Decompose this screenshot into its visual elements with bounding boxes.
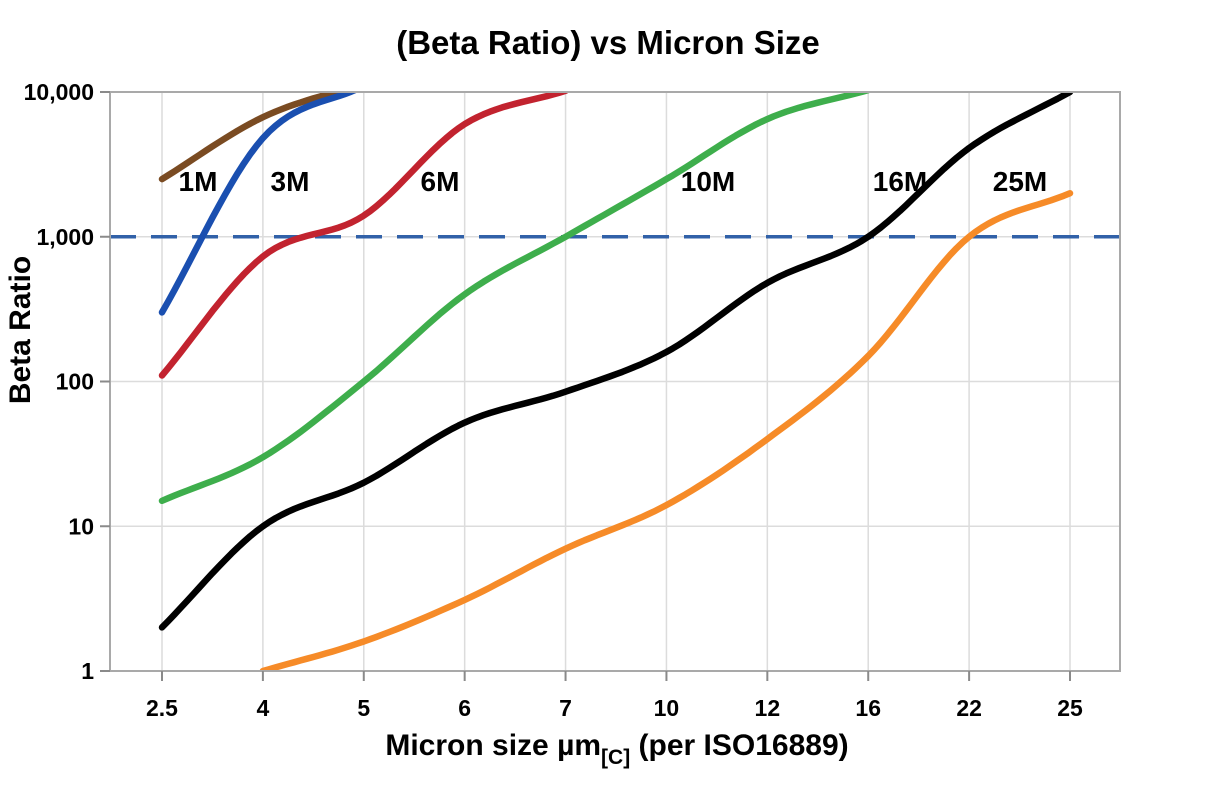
chart-title: (Beta Ratio) vs Micron Size — [396, 24, 820, 61]
x-tick-label-2.5: 2.5 — [146, 695, 178, 721]
gridlines — [110, 92, 1120, 671]
x-axis-title-suffix: (per ISO16889) — [630, 729, 848, 762]
series-line-10M — [158, 92, 871, 505]
series-label-25M: 25M — [993, 166, 1047, 197]
series-line-25M — [259, 189, 1074, 671]
y-axis-title: Beta Ratio — [4, 256, 37, 404]
series-labels: 1M 3M 6M 10M 16M 25M — [179, 166, 1048, 197]
x-tick-label-7: 7 — [559, 695, 572, 721]
series-curves — [158, 92, 1074, 671]
series-label-6M: 6M — [421, 166, 460, 197]
series-line-1M — [158, 92, 347, 183]
y-tick-label-10,000: 10,000 — [24, 79, 94, 105]
x-tick-label-16: 16 — [855, 695, 881, 721]
series-line-6M — [158, 92, 569, 379]
x-tick-label-12: 12 — [755, 695, 781, 721]
x-tick-label-10: 10 — [654, 695, 680, 721]
x-tick-label-5: 5 — [357, 695, 370, 721]
x-tick-label-22: 22 — [956, 695, 982, 721]
tick-labels: 2.5 4 5 6 7 10 12 16 22 25 1 10 100 1,000 10,000 — [24, 79, 1083, 721]
y-tick-label-1,000: 1,000 — [36, 224, 94, 250]
series-label-1M: 1M — [179, 166, 218, 197]
x-tick-label-6: 6 — [458, 695, 471, 721]
tick-marks — [100, 91, 1071, 681]
series-line-3M — [158, 92, 359, 316]
y-tick-label-100: 100 — [56, 369, 94, 395]
series-line-16M — [158, 92, 1074, 631]
series-label-16M: 16M — [873, 166, 927, 197]
y-tick-label-1: 1 — [81, 658, 94, 684]
series-label-10M: 10M — [681, 166, 735, 197]
x-tick-label-4: 4 — [256, 695, 269, 721]
y-tick-label-10: 10 — [68, 513, 94, 539]
x-axis-title-subscript: [C] — [601, 746, 630, 769]
series-label-3M: 3M — [271, 166, 310, 197]
x-axis-title-main: Micron size µm — [385, 729, 601, 762]
x-axis-title: Micron size µm[C] (per ISO16889) — [385, 729, 848, 769]
x-tick-label-25: 25 — [1057, 695, 1083, 721]
